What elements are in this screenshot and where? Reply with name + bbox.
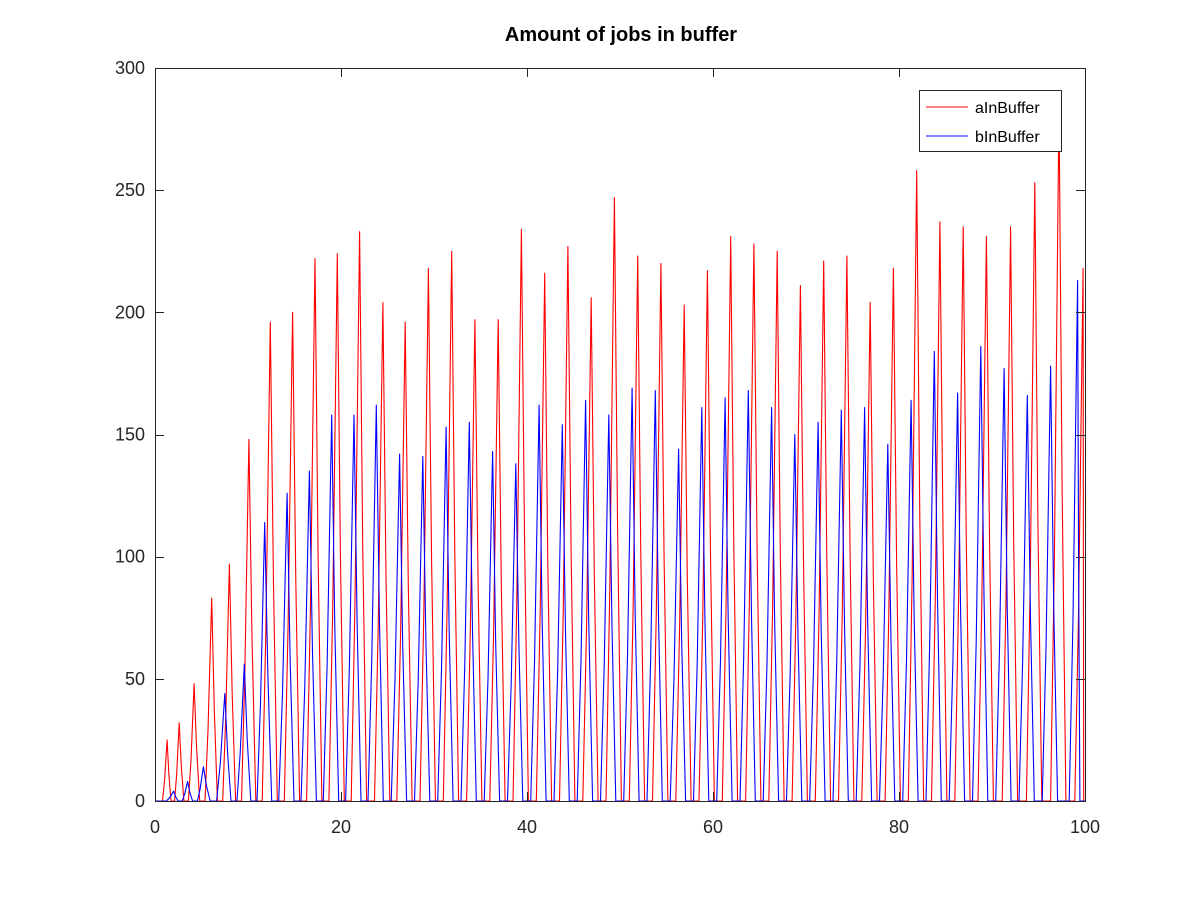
plot-area: 0 20 40 60 80 100 0 50 100 150 200 250 300 xyxy=(115,58,1100,837)
y-tick-label: 300 xyxy=(115,58,145,78)
y-tick-label: 50 xyxy=(125,669,145,689)
legend-label-aInBuffer: aInBuffer xyxy=(975,100,1040,117)
y-tick-label: 0 xyxy=(135,791,145,811)
x-tick-label: 100 xyxy=(1070,817,1100,837)
x-tick-label: 60 xyxy=(703,817,723,837)
x-tick-label: 80 xyxy=(889,817,909,837)
ticks-layer: 0 20 40 60 80 100 0 50 100 150 200 250 300 xyxy=(115,58,1100,837)
series-line-bInBuffer xyxy=(155,280,1085,802)
y-tick-label: 150 xyxy=(115,425,145,445)
chart-title: Amount of jobs in buffer xyxy=(505,24,737,46)
legend: aInBuffer bInBuffer xyxy=(919,90,1062,152)
legend-label-bInBuffer: bInBuffer xyxy=(975,129,1040,146)
x-tick-label: 20 xyxy=(331,817,351,837)
y-tick-label: 100 xyxy=(115,547,145,567)
y-tick-label: 200 xyxy=(115,302,145,322)
legend-box xyxy=(919,90,1062,152)
y-tick-label: 250 xyxy=(115,180,145,200)
x-tick-label: 0 xyxy=(150,817,160,837)
x-tick-label: 40 xyxy=(517,817,537,837)
